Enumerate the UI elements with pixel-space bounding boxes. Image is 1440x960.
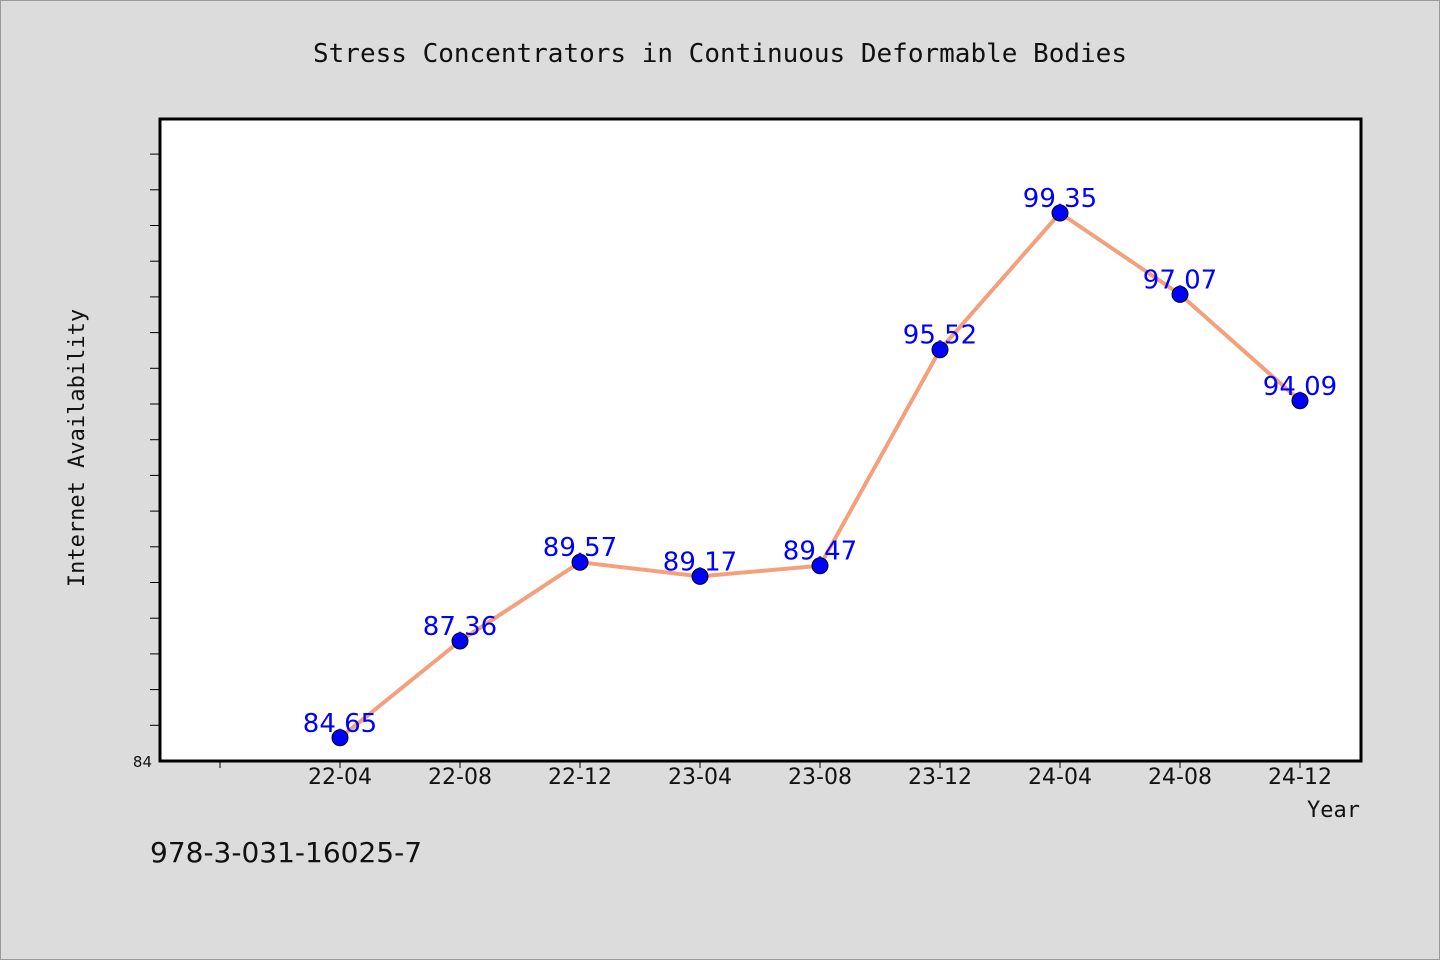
x-tick-label: 23-08 bbox=[788, 765, 852, 790]
data-point bbox=[451, 632, 469, 650]
data-point bbox=[1051, 204, 1069, 222]
data-label: 89.47 bbox=[783, 537, 857, 567]
x-tick-label: 24-04 bbox=[1028, 765, 1092, 790]
y-tick-label: 84 bbox=[133, 753, 152, 771]
x-tick-label: 22-12 bbox=[548, 765, 612, 790]
chart-title: Stress Concentrators in Continuous Defor… bbox=[313, 39, 1127, 69]
x-tick-label: 22-08 bbox=[428, 765, 492, 790]
data-point bbox=[1291, 392, 1309, 410]
y-axis-ticks: 84 bbox=[133, 153, 160, 771]
y-axis-title: Internet Availability bbox=[65, 309, 90, 587]
data-point bbox=[331, 729, 349, 747]
data-label: 99.35 bbox=[1023, 184, 1097, 214]
plot-area bbox=[158, 117, 1363, 763]
data-label: 95.52 bbox=[903, 321, 977, 351]
x-tick-label: 23-12 bbox=[908, 765, 972, 790]
x-tick-label: 23-04 bbox=[668, 765, 732, 790]
x-axis-ticks: 22-04 22-08 22-12 23-04 23-08 23-12 24-04 24-08… bbox=[219, 761, 1332, 790]
x-axis-title: Year bbox=[1307, 798, 1360, 823]
isbn-text: 978-3-031-16025-7 bbox=[150, 836, 422, 869]
data-point bbox=[571, 553, 589, 571]
data-label: 94.09 bbox=[1263, 372, 1337, 402]
x-tick-label: 24-12 bbox=[1268, 765, 1332, 790]
x-tick-label: 22-04 bbox=[308, 765, 372, 790]
data-point bbox=[1171, 285, 1189, 303]
x-tick-label: 24-08 bbox=[1148, 765, 1212, 790]
data-point bbox=[811, 557, 829, 575]
data-point bbox=[691, 567, 709, 585]
data-label: 97.07 bbox=[1143, 265, 1217, 295]
data-point bbox=[931, 341, 949, 359]
data-label: 84.65 bbox=[303, 709, 377, 739]
data-label: 89.17 bbox=[663, 547, 737, 577]
data-labels-group: 84.65 87.36 89.57 89.17 89.47 95.52 99.35 97.07… bbox=[303, 184, 1337, 739]
series-group bbox=[331, 204, 1309, 747]
data-label: 89.57 bbox=[543, 533, 617, 563]
data-label: 87.36 bbox=[423, 612, 497, 642]
